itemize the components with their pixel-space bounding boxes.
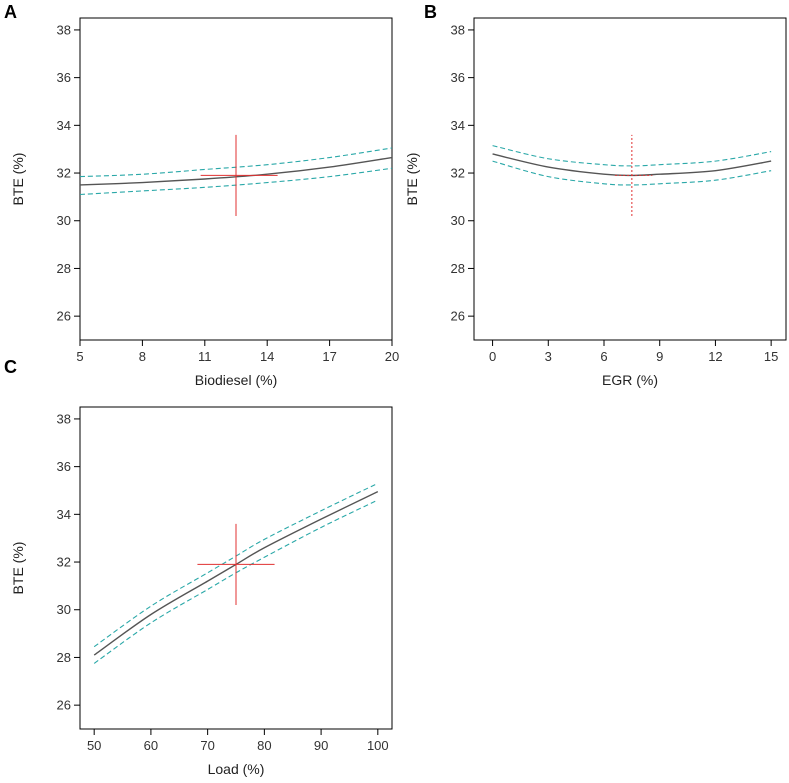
- panel-letter: C: [4, 357, 17, 377]
- x-tick-label: 12: [708, 349, 722, 364]
- x-tick-label: 60: [144, 738, 158, 753]
- y-tick-label: 36: [451, 70, 465, 85]
- y-tick-label: 36: [57, 459, 71, 474]
- y-tick-label: 34: [451, 118, 465, 133]
- x-tick-label: 8: [139, 349, 146, 364]
- fitted-line: [492, 153, 772, 177]
- x-tick-label: 9: [656, 349, 663, 364]
- plot-frame: [79, 406, 393, 730]
- x-tick-label: 14: [260, 349, 274, 364]
- y-axis-label: BTE (%): [10, 153, 26, 206]
- y-tick-label: 32: [57, 555, 71, 570]
- x-tick-label: 90: [314, 738, 328, 753]
- y-tick-label: 36: [57, 70, 71, 85]
- y-tick-label: 26: [57, 309, 71, 324]
- y-tick-label: 34: [57, 118, 71, 133]
- upper-confidence-line: [492, 145, 772, 167]
- panel-a: A 5 8 11 14 17 20 26 28 30 32 34 36 38 Biodiesel (%) BT…: [4, 2, 399, 388]
- x-tick-label: 100: [367, 738, 389, 753]
- panel-letter: A: [4, 2, 17, 22]
- y-tick-label: 38: [57, 411, 71, 426]
- y-tick-label: 38: [451, 22, 465, 37]
- x-tick-label: 6: [600, 349, 607, 364]
- y-axis-label: BTE (%): [404, 153, 420, 206]
- y-tick-label: 38: [57, 22, 71, 37]
- x-tick-label: 20: [385, 349, 399, 364]
- y-tick-label: 32: [451, 166, 465, 181]
- x-axis-label: EGR (%): [602, 372, 658, 388]
- x-axis-label: Biodiesel (%): [195, 372, 277, 388]
- plot-frame: [473, 17, 787, 341]
- lower-confidence-line: [492, 160, 772, 186]
- x-tick-label: 70: [200, 738, 214, 753]
- x-tick-label: 80: [257, 738, 271, 753]
- x-axis-label: Load (%): [208, 761, 265, 777]
- y-tick-label: 28: [451, 261, 465, 276]
- x-tick-label: 50: [87, 738, 101, 753]
- y-axis-label: BTE (%): [10, 542, 26, 595]
- y-tick-label: 28: [57, 650, 71, 665]
- x-tick-label: 0: [489, 349, 496, 364]
- y-tick-label: 28: [57, 261, 71, 276]
- x-tick-label: 17: [322, 349, 336, 364]
- x-tick-label: 11: [198, 349, 212, 364]
- panel-letter: B: [424, 2, 437, 22]
- y-tick-label: 26: [451, 309, 465, 324]
- y-tick-label: 30: [57, 213, 71, 228]
- x-tick-label: 3: [545, 349, 552, 364]
- y-tick-label: 32: [57, 166, 71, 181]
- y-tick-label: 26: [57, 698, 71, 713]
- x-tick-label: 5: [76, 349, 83, 364]
- x-tick-label: 15: [764, 349, 778, 364]
- y-tick-label: 30: [57, 602, 71, 617]
- y-tick-label: 30: [451, 213, 465, 228]
- panel-c: C 50 60 70 80 90 100 26 28 30 32 34 36 38 Load (%) BTE …: [4, 357, 393, 777]
- plot-frame: [79, 17, 393, 341]
- y-tick-label: 34: [57, 507, 71, 522]
